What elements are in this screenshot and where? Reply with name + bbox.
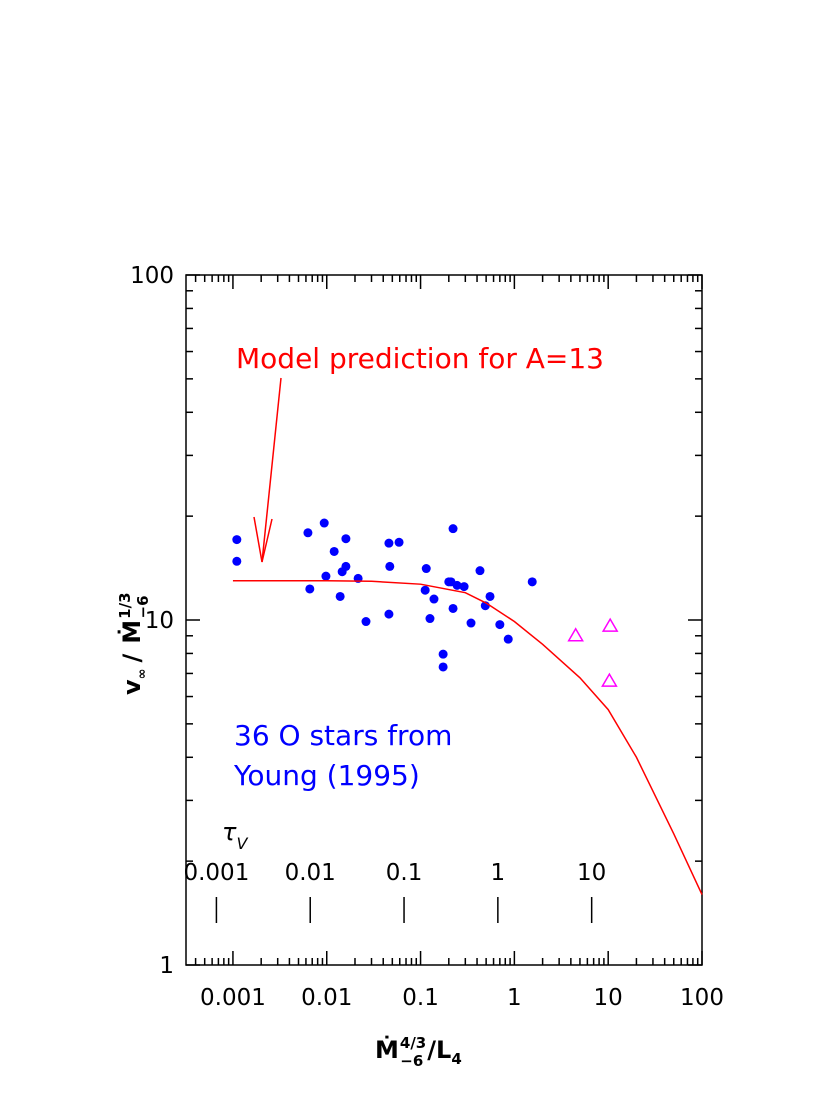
x-tick-label: 10 <box>594 985 623 1011</box>
x-label-sub: −6 <box>400 1052 423 1070</box>
data-point <box>495 620 505 630</box>
data-point <box>466 618 476 628</box>
model-curve <box>232 579 703 895</box>
plot-frame <box>185 274 703 966</box>
data-point <box>429 594 439 604</box>
x-tick-label: 0.001 <box>200 985 266 1011</box>
y-tick-label: 100 <box>130 263 174 289</box>
data-annotation: 36 O stars from <box>234 719 452 752</box>
data-point <box>384 538 394 548</box>
data-point <box>527 577 537 587</box>
data-point <box>438 662 448 672</box>
data-point <box>421 564 431 574</box>
data-point <box>361 617 371 627</box>
data-point <box>321 571 331 581</box>
data-point <box>444 577 454 587</box>
x-label-denom-sub: 4 <box>451 1050 461 1068</box>
y-label-sup: 1/3 <box>116 592 134 618</box>
x2-label-symbol: τ <box>222 818 237 846</box>
x-label-slash: / <box>427 1036 436 1064</box>
data-point <box>303 528 313 538</box>
data-point <box>452 580 462 590</box>
x2-label: τV <box>222 818 248 853</box>
data-point <box>305 584 315 594</box>
y-tick-label: 1 <box>159 953 174 979</box>
data-point <box>420 585 430 595</box>
y-label-dot: Ṁ <box>116 620 146 644</box>
y-label-sub: −6 <box>134 595 152 618</box>
x-tick-label: 1 <box>507 985 522 1011</box>
y-tick-label: 10 <box>145 608 174 634</box>
data-point <box>567 627 584 642</box>
data-point <box>341 534 351 544</box>
x-tick-label: 100 <box>680 985 724 1011</box>
data-point <box>448 524 458 534</box>
x-axis-label: Ṁ4/3 −6/L4 <box>375 1034 462 1070</box>
x-label-sup: 4/3 <box>400 1034 426 1052</box>
data-annotation: Young (1995) <box>233 759 420 792</box>
data-point <box>329 546 339 556</box>
data-point <box>503 634 513 644</box>
data-point <box>319 518 329 528</box>
data-point <box>385 561 395 571</box>
data-point <box>459 582 469 592</box>
data-point <box>448 603 458 613</box>
y-label-v: v <box>118 679 146 695</box>
data-point <box>438 649 448 659</box>
x2-tick-label: 1 <box>491 860 506 886</box>
arrow-head <box>253 516 273 563</box>
data-point <box>475 566 485 576</box>
data-point <box>601 672 618 687</box>
data-point <box>232 535 242 545</box>
model-annotation: Model prediction for A=13 <box>236 342 604 375</box>
data-point <box>232 556 242 566</box>
x2-tick-label: 10 <box>577 860 606 886</box>
data-point <box>425 614 435 624</box>
data-point <box>394 537 404 547</box>
y-label-slash: / <box>118 654 146 663</box>
annotation-arrow <box>253 377 282 563</box>
data-point <box>485 591 495 601</box>
y-label-v-sub: ∞ <box>135 669 150 680</box>
y-axis-label: v∞ / Ṁ 1/3−6 <box>116 592 152 695</box>
data-point <box>601 617 619 632</box>
data-point <box>384 609 394 619</box>
x-tick-label: 0.1 <box>402 985 439 1011</box>
x-tick-label: 0.01 <box>301 985 352 1011</box>
x2-tick-label: 0.1 <box>386 860 423 886</box>
x-label-denom: L <box>436 1036 451 1064</box>
x-label-dot: Ṁ <box>375 1034 399 1064</box>
x2-label-sub: V <box>236 834 248 853</box>
data-point <box>341 561 351 571</box>
x2-tick-label: 0.01 <box>285 860 336 886</box>
arrow-shaft <box>261 377 282 563</box>
x2-tick-label: 0.001 <box>183 860 249 886</box>
data-point <box>335 591 345 601</box>
